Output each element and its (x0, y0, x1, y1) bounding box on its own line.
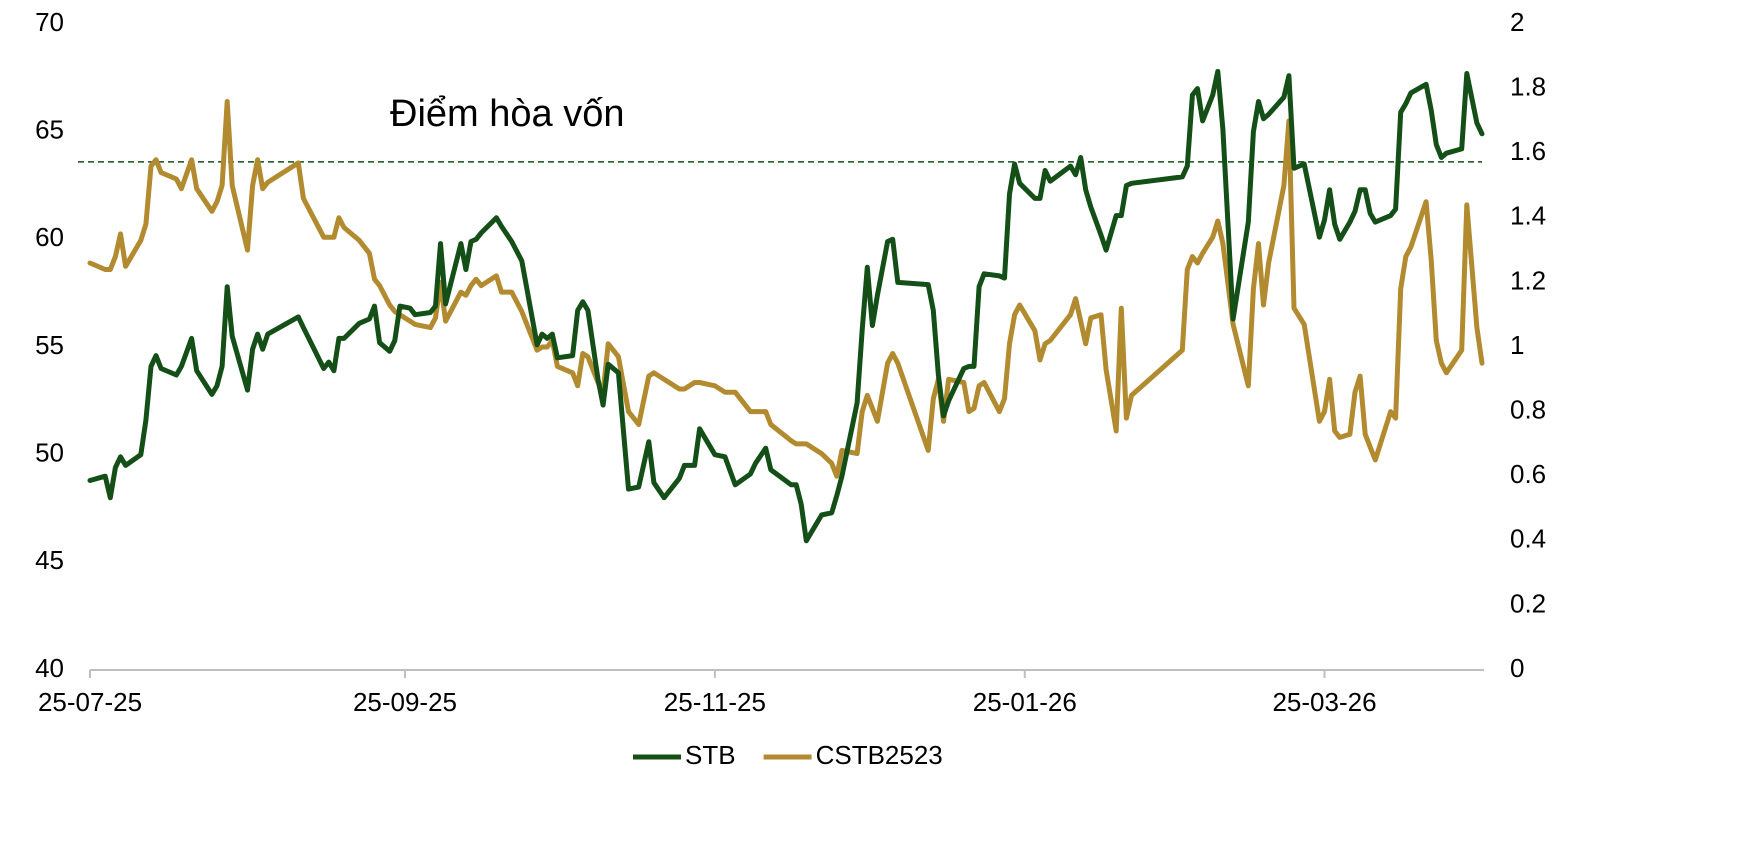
series-line (87, 99, 1485, 479)
y-tick-label: 45 (35, 545, 64, 575)
break-even-label: Điểm hòa vốn (390, 93, 624, 135)
y-tick-label: 65 (35, 115, 64, 145)
x-tick-label: 25-01-26 (973, 687, 1077, 717)
y-tick-label: 55 (35, 330, 64, 360)
series-line (87, 68, 1485, 544)
y2-tick-label: 0.2 (1510, 588, 1546, 618)
y2-tick-label: 1.6 (1510, 136, 1546, 166)
x-tick-label: 25-09-25 (353, 687, 457, 717)
y-tick-label: 50 (35, 438, 64, 468)
y2-tick-label: 1.2 (1510, 265, 1546, 295)
x-tick-label: 25-03-26 (1272, 687, 1376, 717)
legend-label: STB (685, 740, 736, 770)
legend-label: CSTB2523 (816, 740, 943, 770)
y2-tick-label: 0.6 (1510, 459, 1546, 489)
y2-tick-label: 0.8 (1510, 394, 1546, 424)
y-tick-label: 40 (35, 653, 64, 683)
y-tick-label: 60 (35, 222, 64, 252)
y2-tick-label: 1.4 (1510, 201, 1546, 231)
x-tick-label: 25-07-25 (38, 687, 142, 717)
y2-tick-label: 0.4 (1510, 524, 1546, 554)
x-tick-label: 25-11-25 (664, 687, 766, 717)
y2-tick-label: 1.8 (1510, 71, 1546, 101)
y2-tick-label: 2 (1510, 7, 1524, 37)
y2-tick-label: 0 (1510, 653, 1524, 683)
y-tick-label: 70 (35, 7, 64, 37)
y2-tick-label: 1 (1510, 330, 1524, 360)
